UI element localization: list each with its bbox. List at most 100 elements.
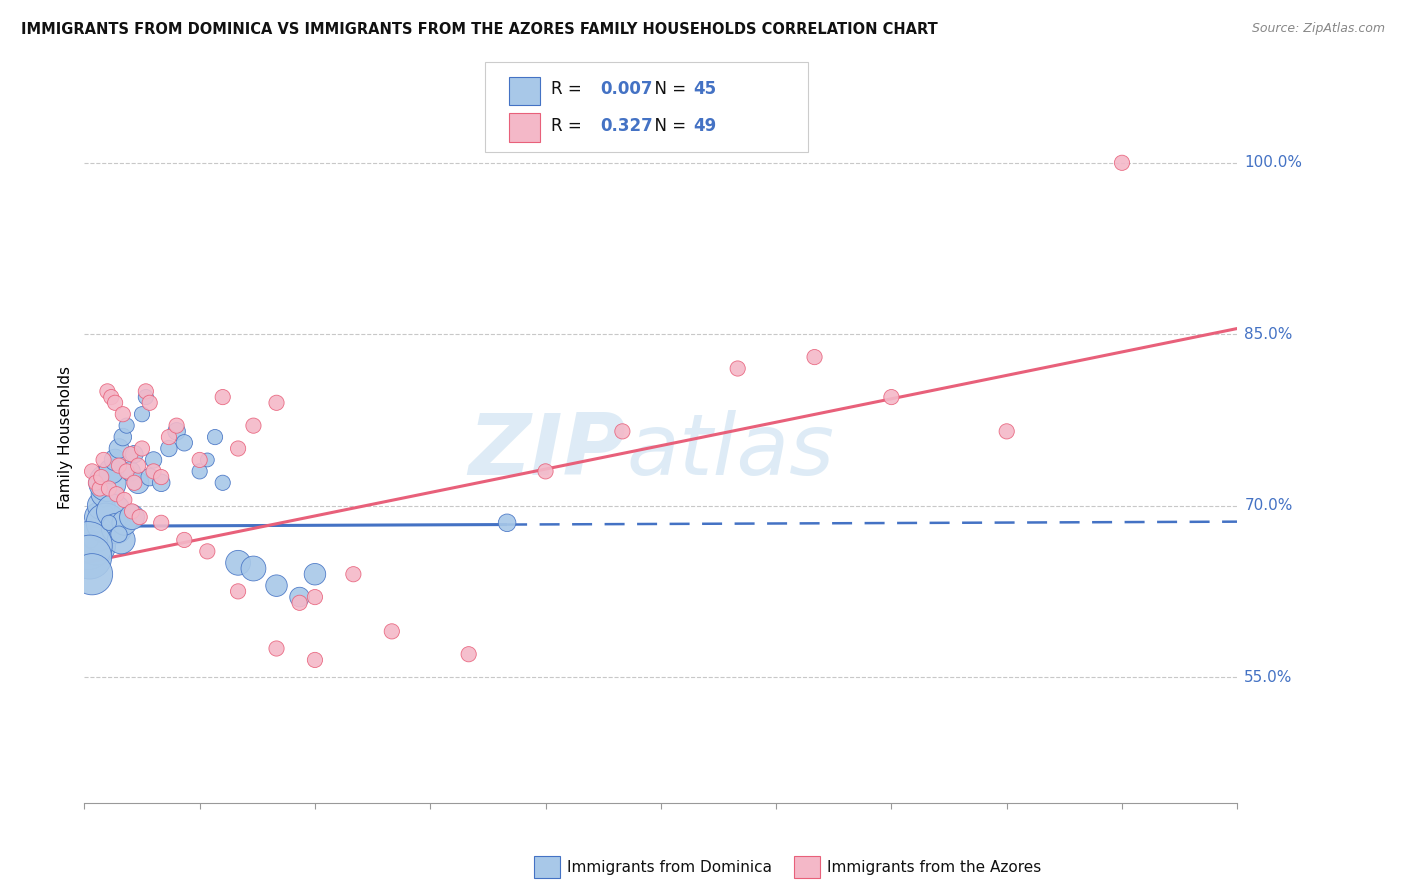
Point <box>108 458 131 473</box>
Point <box>150 516 173 530</box>
Text: 0.007: 0.007 <box>600 80 652 98</box>
Point <box>96 384 118 399</box>
Point <box>304 590 326 604</box>
Point <box>84 475 107 490</box>
Point <box>80 567 103 582</box>
Point <box>121 510 143 524</box>
Point <box>127 458 149 473</box>
Point <box>80 464 103 478</box>
Point <box>135 390 157 404</box>
Text: N =: N = <box>644 117 692 135</box>
Point <box>97 516 120 530</box>
Text: Immigrants from the Azores: Immigrants from the Azores <box>827 860 1040 874</box>
Point <box>93 453 115 467</box>
Point <box>104 396 127 410</box>
Text: R =: R = <box>551 117 588 135</box>
Point <box>188 453 211 467</box>
Point <box>105 521 128 535</box>
Text: IMMIGRANTS FROM DOMINICA VS IMMIGRANTS FROM THE AZORES FAMILY HOUSEHOLDS CORRELA: IMMIGRANTS FROM DOMINICA VS IMMIGRANTS F… <box>21 22 938 37</box>
Point <box>112 492 135 507</box>
Text: 85.0%: 85.0% <box>1244 326 1292 342</box>
Point <box>100 464 122 478</box>
Point <box>89 510 111 524</box>
Point <box>166 425 188 439</box>
Point <box>77 539 100 553</box>
Point <box>135 384 157 399</box>
Text: Source: ZipAtlas.com: Source: ZipAtlas.com <box>1251 22 1385 36</box>
Point <box>150 470 173 484</box>
Text: ZIP: ZIP <box>468 410 626 493</box>
Point <box>131 407 153 421</box>
Text: 70.0%: 70.0% <box>1244 498 1292 513</box>
Point <box>211 475 233 490</box>
Point <box>173 533 195 547</box>
Point <box>226 442 249 456</box>
Text: 45: 45 <box>693 80 716 98</box>
Point <box>103 504 125 518</box>
Text: 100.0%: 100.0% <box>1244 155 1302 170</box>
Point <box>120 464 142 478</box>
Text: R =: R = <box>551 80 588 98</box>
Point <box>97 482 120 496</box>
Point <box>803 350 825 364</box>
Point <box>111 407 134 421</box>
Point <box>89 482 111 496</box>
Point <box>157 430 180 444</box>
Point <box>534 464 557 478</box>
Point <box>166 418 188 433</box>
Point <box>131 442 153 456</box>
Point <box>138 470 160 484</box>
Point <box>242 561 264 575</box>
Point <box>111 430 134 444</box>
Point <box>120 447 142 461</box>
Point <box>381 624 404 639</box>
Point <box>188 464 211 478</box>
Point <box>1111 155 1133 169</box>
Point <box>90 470 112 484</box>
Point <box>142 453 165 467</box>
Point <box>880 390 903 404</box>
Point <box>150 475 173 490</box>
Point <box>304 567 326 582</box>
Text: 55.0%: 55.0% <box>1244 670 1292 684</box>
Point <box>124 475 146 490</box>
Point <box>157 442 180 456</box>
Point <box>266 396 288 410</box>
Y-axis label: Family Households: Family Households <box>58 366 73 508</box>
Point <box>211 390 233 404</box>
Point <box>226 556 249 570</box>
Point <box>342 567 364 582</box>
Point <box>90 499 112 513</box>
Point <box>112 516 135 530</box>
Point <box>727 361 749 376</box>
Point <box>288 596 311 610</box>
Point <box>110 533 132 547</box>
Point <box>173 435 195 450</box>
Point <box>105 487 128 501</box>
Point <box>242 418 264 433</box>
Point <box>94 516 117 530</box>
Text: N =: N = <box>644 80 692 98</box>
Point <box>100 390 122 404</box>
Point <box>496 516 519 530</box>
Point <box>79 533 101 547</box>
Point <box>115 418 138 433</box>
Point <box>96 475 118 490</box>
Point <box>84 539 107 553</box>
Text: 49: 49 <box>693 117 717 135</box>
Point <box>138 396 160 410</box>
Point <box>108 442 131 456</box>
Point <box>204 430 226 444</box>
Point <box>121 504 143 518</box>
Point <box>83 521 105 535</box>
Point <box>266 579 288 593</box>
Point <box>195 544 218 558</box>
Point <box>612 425 634 439</box>
Point <box>304 653 326 667</box>
Point <box>457 647 479 661</box>
Point <box>115 464 138 478</box>
Text: atlas: atlas <box>626 410 834 493</box>
Point <box>995 425 1018 439</box>
Point <box>266 641 288 656</box>
Point <box>142 464 165 478</box>
